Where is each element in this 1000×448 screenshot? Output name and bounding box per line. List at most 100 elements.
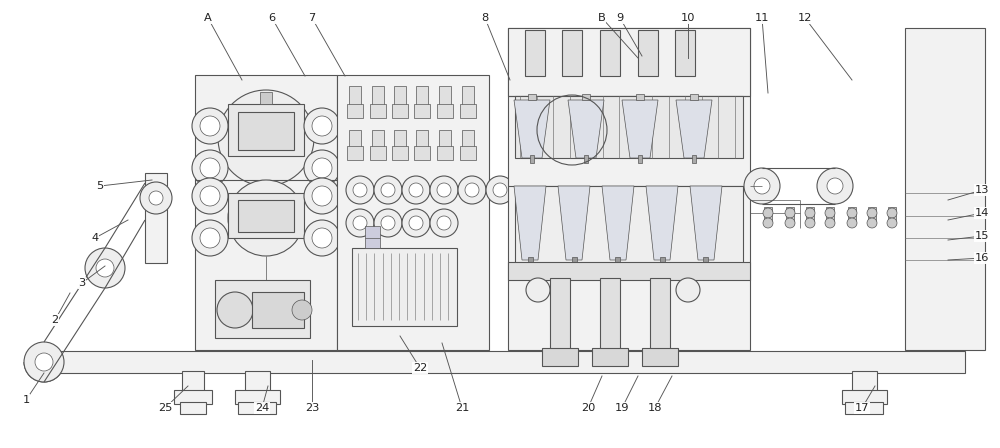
Circle shape xyxy=(218,90,314,186)
Circle shape xyxy=(140,182,172,214)
Bar xyxy=(372,86,384,106)
Circle shape xyxy=(24,342,64,382)
Bar xyxy=(260,92,272,104)
Text: B: B xyxy=(598,13,606,23)
Circle shape xyxy=(887,218,897,228)
Text: 17: 17 xyxy=(855,403,869,413)
Circle shape xyxy=(763,208,773,218)
Bar xyxy=(238,200,294,232)
Bar xyxy=(826,207,834,223)
Bar xyxy=(215,280,310,338)
Circle shape xyxy=(486,176,514,204)
Circle shape xyxy=(409,183,423,197)
Bar xyxy=(550,278,570,350)
Polygon shape xyxy=(558,186,590,260)
Bar xyxy=(592,348,628,366)
Bar xyxy=(888,207,896,223)
Bar xyxy=(352,248,457,326)
Text: 3: 3 xyxy=(78,278,86,288)
Bar xyxy=(650,278,670,350)
Text: 15: 15 xyxy=(975,231,989,241)
Bar xyxy=(195,75,337,350)
Bar xyxy=(848,207,856,223)
Circle shape xyxy=(217,292,253,328)
Text: 7: 7 xyxy=(308,13,316,23)
Text: 11: 11 xyxy=(755,13,769,23)
Bar xyxy=(508,28,750,350)
Circle shape xyxy=(304,150,340,186)
Polygon shape xyxy=(622,100,658,158)
Text: 23: 23 xyxy=(305,403,319,413)
Bar xyxy=(508,28,750,96)
Text: A: A xyxy=(204,13,212,23)
Circle shape xyxy=(200,116,220,136)
Bar xyxy=(572,257,576,265)
Bar xyxy=(636,94,644,100)
Circle shape xyxy=(200,158,220,178)
Circle shape xyxy=(312,186,332,206)
Bar xyxy=(905,28,985,350)
Circle shape xyxy=(192,178,228,214)
Bar xyxy=(642,348,678,366)
Circle shape xyxy=(381,183,395,197)
Circle shape xyxy=(409,216,423,230)
Circle shape xyxy=(304,178,340,214)
Text: 2: 2 xyxy=(51,315,59,325)
Text: 22: 22 xyxy=(413,363,427,373)
Circle shape xyxy=(312,158,332,178)
Circle shape xyxy=(430,176,458,204)
Circle shape xyxy=(149,191,163,205)
Polygon shape xyxy=(646,186,678,260)
Circle shape xyxy=(437,216,451,230)
Bar xyxy=(542,348,578,366)
Bar xyxy=(349,86,361,106)
Bar xyxy=(235,390,280,404)
Bar xyxy=(439,130,451,148)
Bar xyxy=(349,130,361,148)
Circle shape xyxy=(346,209,374,237)
Text: 13: 13 xyxy=(975,185,989,195)
Bar xyxy=(394,130,406,148)
Circle shape xyxy=(526,278,550,302)
Circle shape xyxy=(785,218,795,228)
Bar xyxy=(30,351,965,373)
Bar xyxy=(515,186,743,263)
Text: 19: 19 xyxy=(615,403,629,413)
Circle shape xyxy=(374,176,402,204)
Circle shape xyxy=(437,183,451,197)
Bar xyxy=(600,30,620,76)
Bar xyxy=(562,30,582,76)
Bar xyxy=(437,104,453,118)
Bar xyxy=(806,207,814,223)
Bar xyxy=(370,104,386,118)
Bar xyxy=(528,257,532,265)
Bar xyxy=(416,86,428,106)
Bar xyxy=(462,86,474,106)
Bar xyxy=(842,390,887,404)
Bar xyxy=(525,30,545,76)
Circle shape xyxy=(847,208,857,218)
Circle shape xyxy=(867,208,877,218)
Bar xyxy=(675,30,695,76)
Bar xyxy=(180,402,206,414)
Circle shape xyxy=(763,218,773,228)
Text: 9: 9 xyxy=(616,13,624,23)
Bar xyxy=(145,173,167,263)
Circle shape xyxy=(200,186,220,206)
Circle shape xyxy=(374,209,402,237)
Polygon shape xyxy=(676,100,712,158)
Circle shape xyxy=(744,168,780,204)
Text: 18: 18 xyxy=(648,403,662,413)
Bar xyxy=(394,86,406,106)
Text: 1: 1 xyxy=(22,395,30,405)
Bar xyxy=(703,257,708,265)
Circle shape xyxy=(200,228,220,248)
Bar xyxy=(370,146,386,160)
Circle shape xyxy=(825,208,835,218)
Polygon shape xyxy=(690,186,722,260)
Circle shape xyxy=(312,116,332,136)
Circle shape xyxy=(346,176,374,204)
Bar xyxy=(228,104,304,156)
Bar xyxy=(228,193,304,238)
Circle shape xyxy=(847,218,857,228)
